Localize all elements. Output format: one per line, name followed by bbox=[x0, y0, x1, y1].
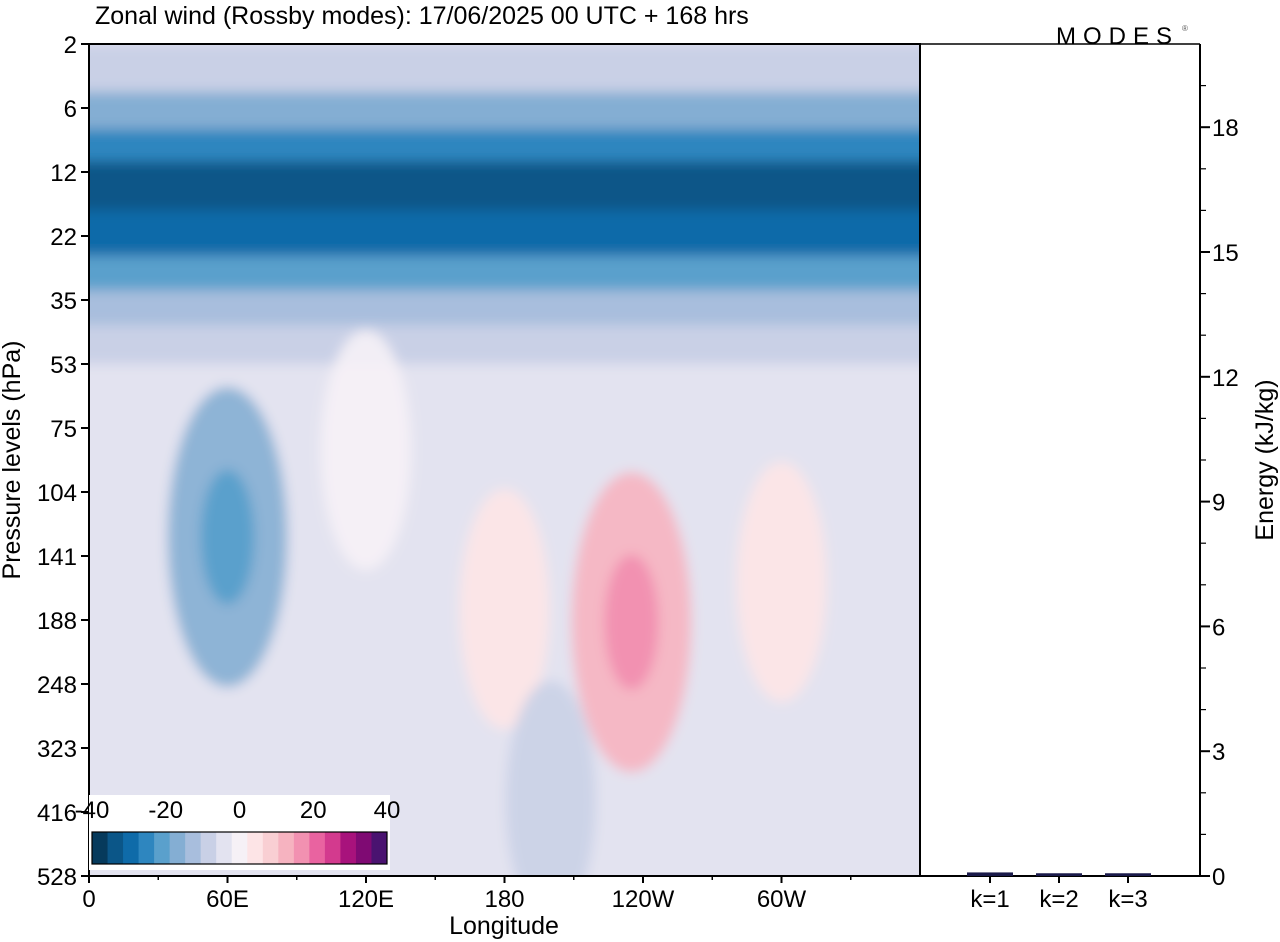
wind-band-4 bbox=[89, 210, 920, 258]
colorbar-swatch bbox=[92, 832, 109, 864]
modes-logo: MODES bbox=[1056, 23, 1179, 50]
pressure-tick-label: 12 bbox=[50, 160, 77, 187]
colorbar-swatch bbox=[355, 832, 372, 864]
longitude-tick-label: 60E bbox=[206, 886, 249, 913]
pressure-tick-label: 141 bbox=[37, 544, 77, 571]
wind-anomaly-4 bbox=[736, 461, 827, 702]
colorbar-swatch bbox=[278, 832, 295, 864]
colorbar-swatch bbox=[231, 832, 248, 864]
colorbar-swatch bbox=[169, 832, 186, 864]
energy-tick-label: 6 bbox=[1212, 614, 1225, 641]
colorbar-swatch bbox=[138, 832, 155, 864]
pressure-tick-label: 416 bbox=[37, 800, 77, 827]
energy-bar bbox=[1036, 873, 1082, 876]
wind-anomaly-1 bbox=[321, 330, 411, 571]
colorbar-tick-label: 20 bbox=[300, 797, 327, 824]
longitude-tick-label: 60W bbox=[757, 886, 807, 913]
colorbar-swatch bbox=[309, 832, 326, 864]
energy-axis: 0 3 6 9 12 15 18 bbox=[1200, 84, 1239, 891]
colorbar-frame bbox=[91, 831, 388, 865]
pressure-tick-label: 6 bbox=[64, 96, 77, 123]
y-axis-label: Pressure levels (hPa) bbox=[0, 341, 26, 580]
pressure-tick-label: 188 bbox=[37, 608, 77, 635]
longitude-tick-label: 0 bbox=[82, 886, 95, 913]
energy-tick-label: 12 bbox=[1212, 365, 1239, 392]
pressure-tick-label: 35 bbox=[50, 288, 77, 315]
pressure-tick-label: 323 bbox=[37, 736, 77, 763]
pressure-tick-label: 104 bbox=[37, 480, 77, 507]
colorbar-swatch bbox=[107, 832, 124, 864]
pressure-tick-label: 75 bbox=[50, 416, 77, 443]
energy-category-label: k=3 bbox=[1108, 886, 1147, 913]
colorbar-tick-label: -20 bbox=[148, 797, 183, 824]
wind-anomaly-2 bbox=[459, 489, 550, 730]
colorbar-swatch bbox=[293, 832, 310, 864]
copyright-mark: ® bbox=[1182, 24, 1188, 33]
chart-title: Zonal wind (Rossby modes): 17/06/2025 00… bbox=[95, 2, 749, 30]
colorbar-tick-label: 40 bbox=[374, 797, 401, 824]
colorbar-swatch bbox=[123, 832, 140, 864]
energy-tick-label: 15 bbox=[1212, 240, 1239, 267]
longitude-tick-label: 180 bbox=[484, 886, 524, 913]
wind-band-2 bbox=[89, 129, 920, 164]
zonal-wind-heatmap bbox=[89, 44, 920, 876]
energy-category-label: k=1 bbox=[970, 886, 1009, 913]
colorbar: -40 -20 0 20 40 bbox=[75, 795, 401, 870]
colorbar-swatch bbox=[262, 832, 279, 864]
pressure-tick-label: 248 bbox=[37, 672, 77, 699]
pressure-axis: 2 6 12 22 35 53 75 104 141 188 248 323 416 528 bbox=[37, 32, 89, 891]
colorbar-swatch bbox=[371, 832, 388, 864]
wind-band-0 bbox=[89, 44, 920, 94]
energy-bar bbox=[967, 872, 1013, 876]
colorbar-swatch bbox=[200, 832, 217, 864]
wind-band-3 bbox=[89, 161, 920, 213]
colorbar-swatch bbox=[185, 832, 202, 864]
pressure-tick-label: 22 bbox=[50, 224, 77, 251]
energy-tick-label: 3 bbox=[1212, 739, 1225, 766]
energy-bars: k=1 k=2 k=3 bbox=[967, 872, 1151, 913]
wind-band-1 bbox=[89, 92, 920, 132]
wind-anomaly-core-3 bbox=[604, 554, 659, 690]
colorbar-tick-label: 0 bbox=[233, 797, 246, 824]
energy-tick-label: 18 bbox=[1212, 115, 1239, 142]
longitude-tick-label: 120E bbox=[338, 886, 394, 913]
energy-bar bbox=[1105, 873, 1151, 876]
pressure-tick-label: 2 bbox=[64, 32, 77, 59]
wind-anomaly-5 bbox=[505, 681, 596, 876]
wind-band-6 bbox=[89, 290, 920, 327]
x-axis-label: Longitude bbox=[449, 912, 559, 940]
energy-tick-label: 0 bbox=[1212, 864, 1225, 891]
pressure-tick-label: 528 bbox=[37, 864, 77, 891]
colorbar-tick-label: -40 bbox=[75, 797, 110, 824]
wind-anomaly-core-0 bbox=[200, 469, 255, 605]
pressure-tick-label: 53 bbox=[50, 352, 77, 379]
colorbar-swatch bbox=[324, 832, 341, 864]
wind-band-7 bbox=[89, 324, 920, 366]
energy-axis-label: Energy (kJ/kg) bbox=[1251, 379, 1279, 540]
energy-tick-label: 9 bbox=[1212, 490, 1225, 517]
longitude-axis: 0 60E 120E 180 120W 60W bbox=[82, 876, 852, 913]
colorbar-swatch bbox=[216, 832, 233, 864]
wind-band-5 bbox=[89, 255, 920, 293]
colorbar-swatch bbox=[154, 832, 171, 864]
energy-category-label: k=2 bbox=[1039, 886, 1078, 913]
longitude-tick-label: 120W bbox=[612, 886, 675, 913]
colorbar-swatch bbox=[247, 832, 264, 864]
colorbar-swatch bbox=[340, 832, 357, 864]
